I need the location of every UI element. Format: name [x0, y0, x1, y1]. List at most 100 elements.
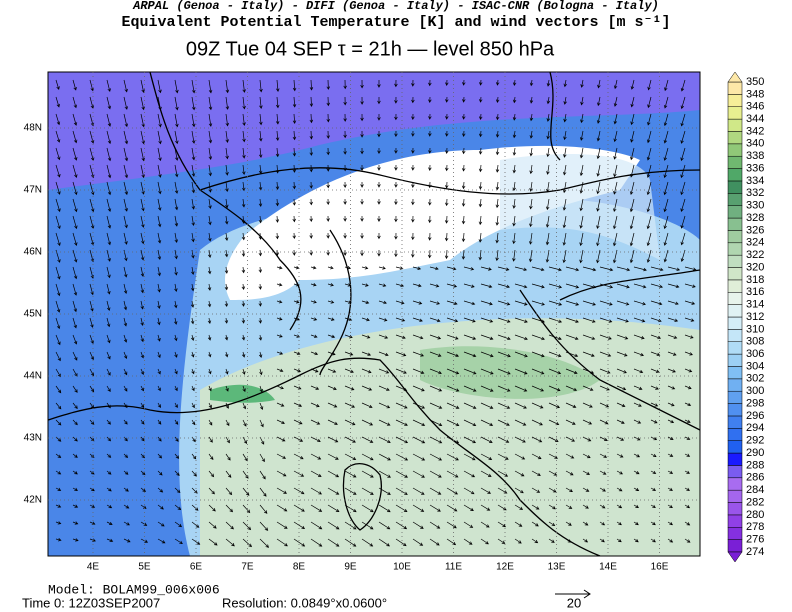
wind-arrow: [394, 215, 398, 223]
wind-arrow: [582, 521, 589, 526]
wind-arrow: [596, 130, 601, 142]
wind-arrow: [191, 538, 201, 545]
colorbar-label: 292: [746, 435, 764, 447]
wind-arrow: [412, 402, 426, 409]
wind-arrow: [565, 402, 577, 408]
colorbar-label: 286: [746, 472, 764, 484]
wind-arrow: [616, 351, 628, 357]
wind-arrow: [72, 334, 78, 345]
wind-arrow: [327, 504, 340, 512]
wind-arrow: [55, 113, 61, 126]
wind-arrow: [597, 79, 601, 89]
colorbar-label: 274: [746, 546, 764, 558]
wind-arrow: [378, 538, 390, 547]
wind-arrow: [613, 79, 618, 90]
wind-arrow: [242, 419, 247, 427]
wind-arrow: [582, 300, 597, 306]
wind-arrow: [259, 79, 263, 93]
wind-arrow: [242, 79, 246, 93]
wind-arrow: [241, 351, 246, 358]
wind-arrow: [428, 79, 432, 87]
wind-arrow: [616, 402, 626, 408]
wind-arrow: [224, 300, 229, 308]
resolution: Resolution: 0.0849°x0.0600°: [222, 595, 387, 610]
wind-arrow: [394, 249, 398, 258]
wind-arrow: [497, 538, 506, 544]
wind-arrow: [55, 521, 62, 525]
wind-arrow: [309, 249, 313, 256]
wind-arrow: [241, 198, 246, 208]
wind-arrow: [377, 215, 381, 222]
wind-arrow: [242, 96, 246, 110]
wind-arrow: [326, 249, 330, 256]
wind-arrow: [360, 164, 364, 172]
wind-arrow: [343, 130, 347, 139]
wind-arrow: [412, 436, 426, 444]
wind-arrow: [327, 487, 340, 495]
wind-arrow: [259, 113, 263, 126]
colorbar-box: [727, 143, 743, 157]
wind-arrow: [497, 283, 510, 289]
wind-arrow: [208, 436, 213, 443]
wind-arrow: [480, 402, 494, 409]
wind-arrow: [140, 504, 147, 509]
wind-arrow: [140, 317, 144, 326]
wind-arrow: [378, 453, 391, 461]
wind-arrow: [616, 504, 623, 509]
wind-arrow: [378, 521, 391, 530]
wind-arrow: [579, 249, 584, 264]
wind-arrow: [529, 232, 533, 245]
wind-arrow: [106, 368, 111, 376]
wind-arrow: [565, 487, 573, 493]
wind-arrow: [174, 368, 178, 375]
wind-arrow: [565, 368, 578, 375]
wind-arrow: [684, 317, 695, 322]
wind-arrow: [512, 249, 516, 262]
wind-arrow: [344, 351, 354, 356]
wind-arrow: [562, 215, 567, 229]
wind-arrow: [106, 96, 112, 110]
wind-arrow: [225, 504, 234, 513]
colorbar-box: [727, 304, 743, 318]
wind-arrow: [157, 198, 162, 211]
colorbar-box: [727, 180, 743, 194]
wind-arrow: [123, 181, 129, 196]
wind-arrow: [310, 351, 319, 356]
wind-arrow: [72, 385, 78, 393]
wind-arrow: [242, 130, 246, 143]
wind-arrow: [650, 453, 657, 458]
wind-arrow: [310, 334, 318, 338]
wind-arrow: [411, 215, 415, 223]
wind-arrow: [395, 470, 409, 478]
wind-arrow: [361, 368, 372, 374]
wind-arrow: [429, 453, 443, 461]
wind-arrow: [463, 283, 475, 288]
wind-arrow: [174, 232, 178, 244]
wind-arrow: [106, 79, 111, 92]
colorbar-label: 338: [746, 150, 764, 162]
wind-arrow: [224, 283, 229, 291]
wind-arrow: [446, 470, 459, 478]
wind-arrow: [445, 113, 449, 120]
wind-arrow: [310, 470, 322, 477]
colorbar-label: 310: [746, 323, 764, 335]
wind-arrow: [395, 419, 408, 426]
wind-arrow: [327, 419, 338, 425]
wind-arrow: [157, 113, 162, 128]
wind-arrow: [55, 232, 61, 247]
wind-arrow: [106, 436, 112, 442]
wind-arrow: [55, 351, 61, 362]
wind-arrow: [445, 181, 449, 189]
colorbar-label: 280: [746, 509, 764, 521]
wind-arrow: [276, 504, 288, 512]
wind-arrow: [680, 181, 686, 196]
wind-arrow: [140, 79, 145, 93]
wind-arrow: [428, 215, 432, 224]
wind-arrow: [497, 300, 511, 306]
wind-arrow: [629, 232, 635, 247]
wind-arrow: [463, 538, 473, 545]
wind-arrow: [293, 538, 306, 547]
wind-arrow: [174, 470, 180, 476]
wind-arrow: [478, 198, 483, 208]
wind-arrow: [663, 96, 669, 109]
